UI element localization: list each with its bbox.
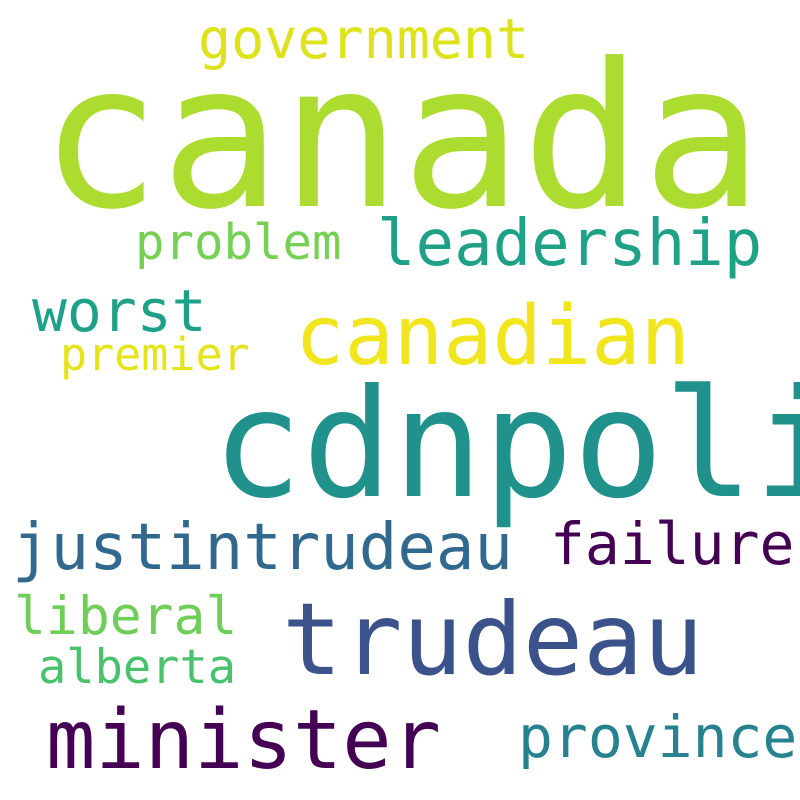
word-province: province (518, 703, 798, 771)
word-canada: canada (40, 21, 763, 254)
word-premier: premier (60, 328, 250, 381)
word-alberta: alberta (38, 640, 237, 695)
word-minister: minister (46, 693, 441, 788)
word-justintrudeau: justintrudeau (12, 511, 513, 585)
word-worst: worst (32, 277, 207, 345)
word-liberal: liberal (14, 586, 238, 647)
word-problem: problem (135, 214, 342, 271)
word-leadership: leadership (377, 207, 763, 281)
word-trudeau: trudeau (282, 581, 704, 698)
word-government: government (198, 7, 530, 71)
word-canadian: canadian (295, 289, 690, 384)
word-cdnpoli: cdnpoli (212, 358, 800, 532)
word-failure: failure (550, 510, 795, 578)
